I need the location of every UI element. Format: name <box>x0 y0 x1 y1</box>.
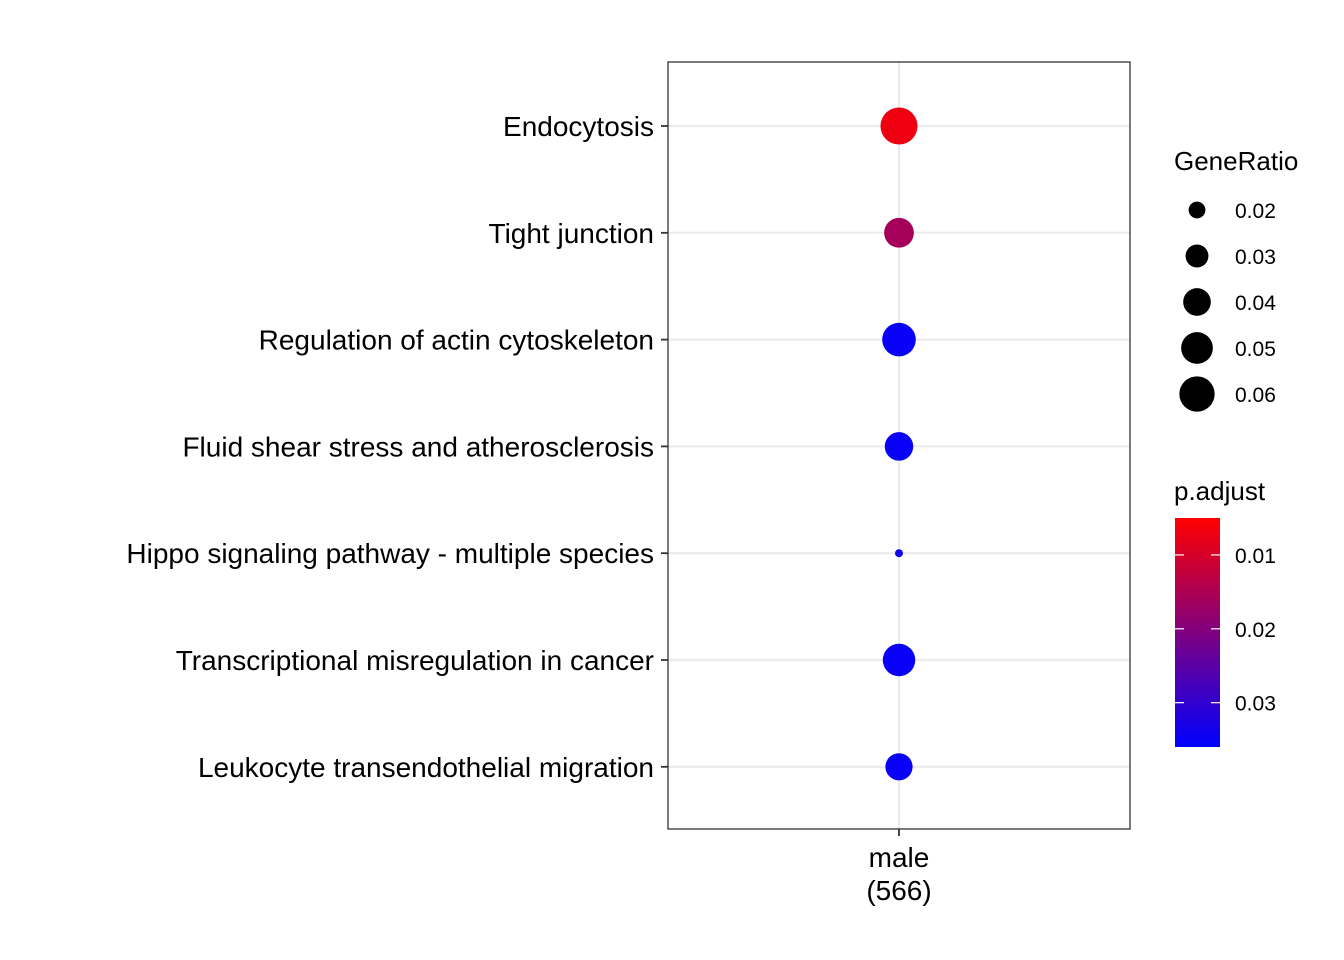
data-point <box>884 217 914 248</box>
y-tick-label: Leukocyte transendothelial migration <box>198 752 654 783</box>
data-point <box>895 549 903 558</box>
size-legend-label: 0.02 <box>1235 200 1276 223</box>
color-legend-title: p.adjust <box>1174 476 1266 506</box>
x-axis: male (566) <box>866 829 932 906</box>
y-tick-label: Endocytosis <box>503 111 654 142</box>
data-point <box>885 753 913 781</box>
color-legend-label: 0.01 <box>1235 545 1276 568</box>
color-legend: p.adjust 0.01 0.02 0.03 <box>1174 476 1276 747</box>
size-legend-key <box>1183 288 1211 316</box>
data-point <box>880 107 918 145</box>
size-legend-key <box>1185 244 1209 268</box>
color-bar <box>1175 518 1220 747</box>
data-point <box>882 322 916 357</box>
color-legend-label: 0.02 <box>1235 619 1276 642</box>
y-tick-label: Fluid shear stress and atherosclerosis <box>182 431 654 462</box>
y-tick-label: Hippo signaling pathway - multiple speci… <box>126 538 654 569</box>
size-legend-key <box>1179 376 1215 412</box>
color-legend-label: 0.03 <box>1235 693 1276 716</box>
size-legend-label: 0.04 <box>1235 292 1276 315</box>
size-legend-key <box>1188 201 1206 219</box>
size-legend-label: 0.03 <box>1235 246 1276 269</box>
data-point <box>884 432 914 461</box>
size-legend-title: GeneRatio <box>1174 146 1298 176</box>
y-tick-label: Regulation of actin cytoskeleton <box>259 325 654 356</box>
y-axis: Endocytosis Tight junction Regulation of a… <box>126 111 668 783</box>
size-legend-label: 0.05 <box>1235 338 1276 361</box>
size-legend-label: 0.06 <box>1235 384 1276 407</box>
x-tick-label: male (566) <box>866 842 931 906</box>
size-legend: GeneRatio 0.02 0.03 0.04 0.05 0.06 <box>1174 146 1298 412</box>
data-points <box>880 107 918 781</box>
data-point <box>882 643 916 677</box>
size-legend-key <box>1181 332 1213 364</box>
y-tick-label: Tight junction <box>489 218 655 249</box>
y-tick-label: Transcriptional misregulation in cancer <box>176 645 654 676</box>
